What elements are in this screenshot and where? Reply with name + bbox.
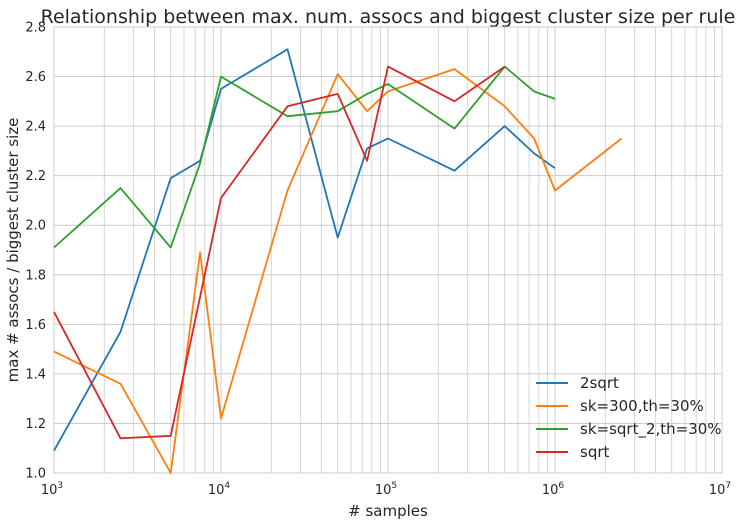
series-line-sqrt: [53, 65, 506, 440]
x-tick-label: 105: [375, 481, 397, 498]
y-tick-label: 2.4: [25, 120, 46, 135]
x-tick-label: 104: [208, 481, 231, 498]
series-line-sk=sqrt_2,th=30%: [53, 65, 556, 249]
legend-label: sk=300,th=30%: [580, 397, 704, 415]
y-tick-label: 1.2: [25, 417, 46, 432]
legend: 2sqrt sk=300,th=30% sk=sqrt_2,th=30%sqrt: [536, 374, 722, 461]
y-tick-label: 1.6: [25, 318, 46, 333]
series-lines: [53, 48, 623, 474]
x-tick-label: 103: [41, 481, 63, 498]
chart-title: Relationship between max. num. assocs an…: [41, 6, 736, 28]
series-line-sk=300,th=30%: [53, 68, 623, 474]
x-axis-label: # samples: [348, 502, 428, 520]
y-tick-label: 2.8: [25, 21, 46, 36]
y-tick-label: 1.8: [25, 268, 46, 283]
y-tick-label: 1.4: [25, 367, 46, 382]
y-axis-label: max # assocs / biggest cluster size: [4, 118, 22, 383]
y-tick-label: 1.0: [25, 467, 46, 482]
legend-label: sqrt: [580, 443, 610, 461]
series-line-2sqrt: [53, 48, 556, 452]
y-tick-label: 2.0: [25, 219, 46, 234]
x-tick-label: 106: [542, 481, 565, 498]
legend-label: 2sqrt: [580, 374, 619, 392]
plot-frame: [53, 26, 723, 474]
y-tick-label: 2.6: [25, 70, 46, 85]
x-tick-label: 107: [709, 481, 731, 498]
legend-label: sk=sqrt_2,th=30%: [580, 420, 722, 439]
tick-labels: 1.0 1.2 1.4 1.6 1.8 2.0 2.2 2.4 2.6 2.8 103 104 105 1…: [25, 21, 731, 499]
y-tick-label: 2.2: [25, 169, 46, 184]
